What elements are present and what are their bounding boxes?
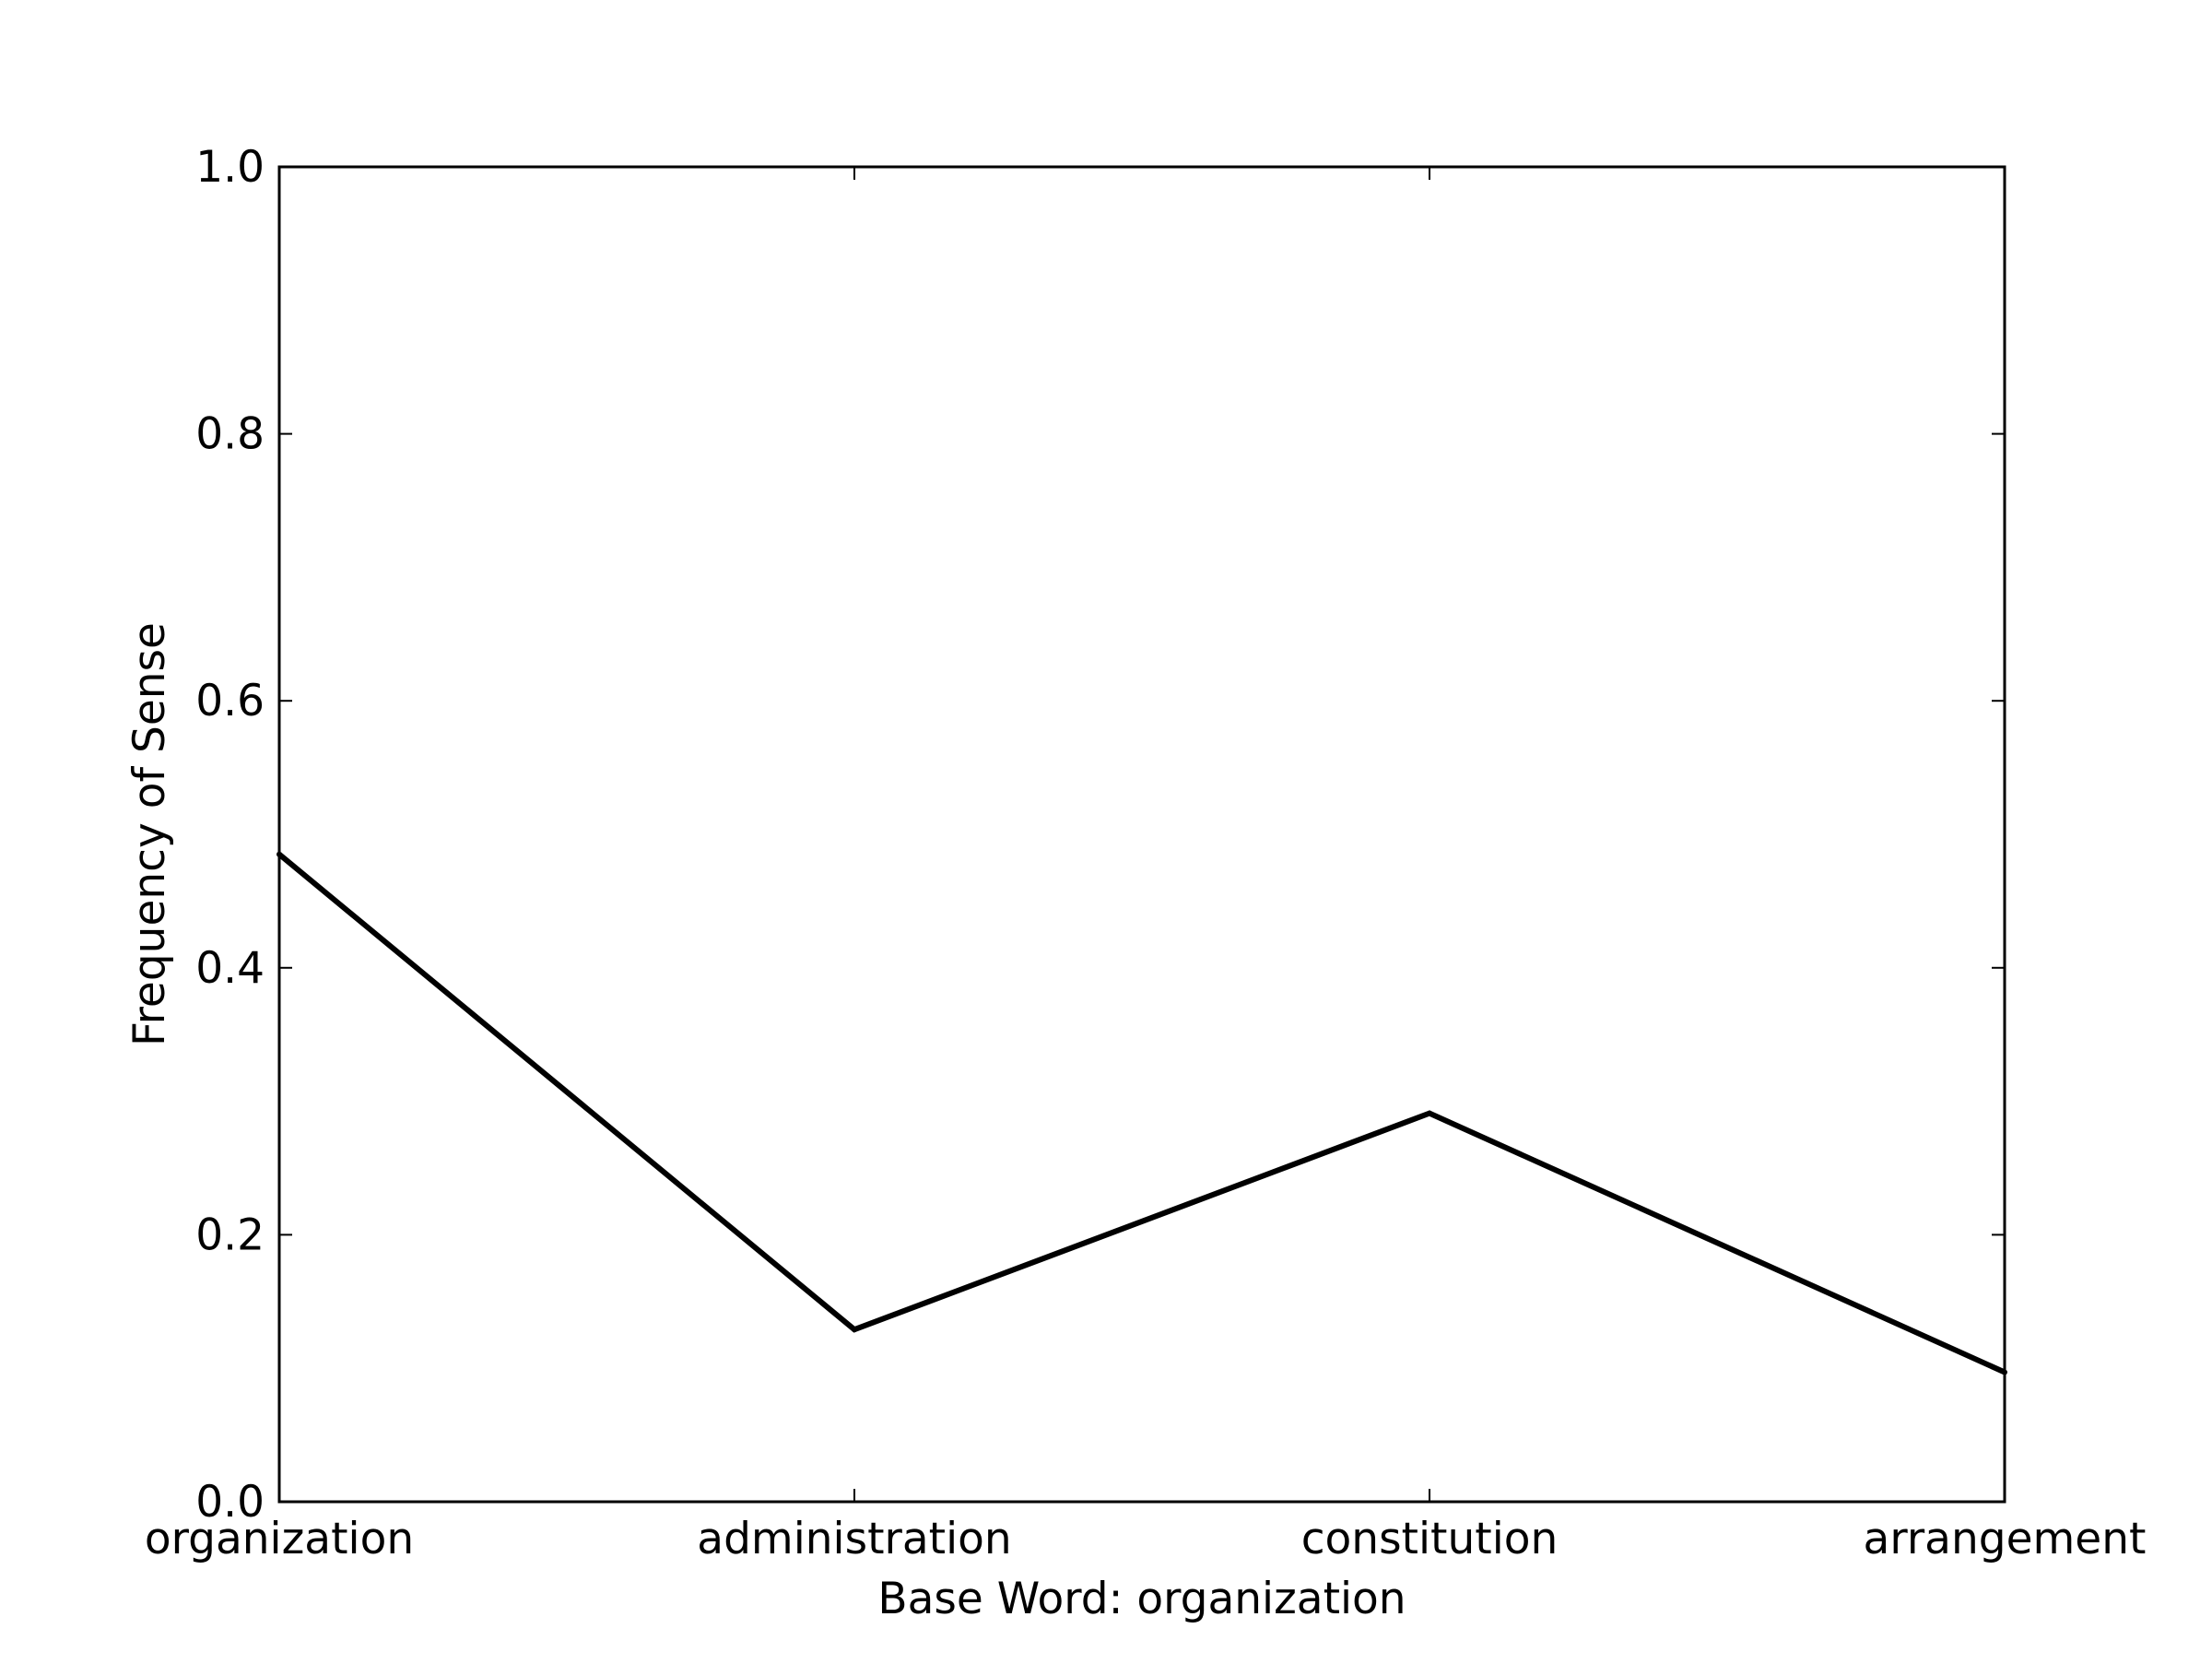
- y-tick-label: 0.6: [195, 676, 265, 726]
- data-point: [276, 851, 282, 857]
- y-tick-label: 0.8: [195, 409, 265, 460]
- series-layer: [276, 851, 2007, 1375]
- x-axis-ticks: organization administration constitution ar…: [145, 167, 2147, 1564]
- plot-frame: [277, 165, 2006, 1504]
- data-point: [1427, 1110, 1432, 1116]
- series-line: [277, 852, 2006, 1375]
- x-tick-label: organization: [145, 1514, 414, 1564]
- y-tick-label: 0.2: [195, 1210, 265, 1260]
- y-tick-label: 1.0: [195, 142, 265, 193]
- x-axis-label: Base Word: organization: [877, 1574, 1406, 1624]
- y-tick-label: 0.0: [195, 1477, 265, 1528]
- y-tick-label: 0.4: [195, 943, 265, 994]
- data-point: [852, 1327, 857, 1333]
- y-axis-label: Frequency of Sense: [124, 622, 175, 1046]
- x-tick-label: arrangement: [1864, 1514, 2147, 1564]
- x-tick-label: constitution: [1301, 1514, 1559, 1564]
- data-point: [2002, 1369, 2007, 1375]
- x-tick-label: administration: [697, 1514, 1011, 1564]
- y-axis-ticks: 0.0 0.2 0.4 0.6 0.8 1.0: [195, 142, 2005, 1528]
